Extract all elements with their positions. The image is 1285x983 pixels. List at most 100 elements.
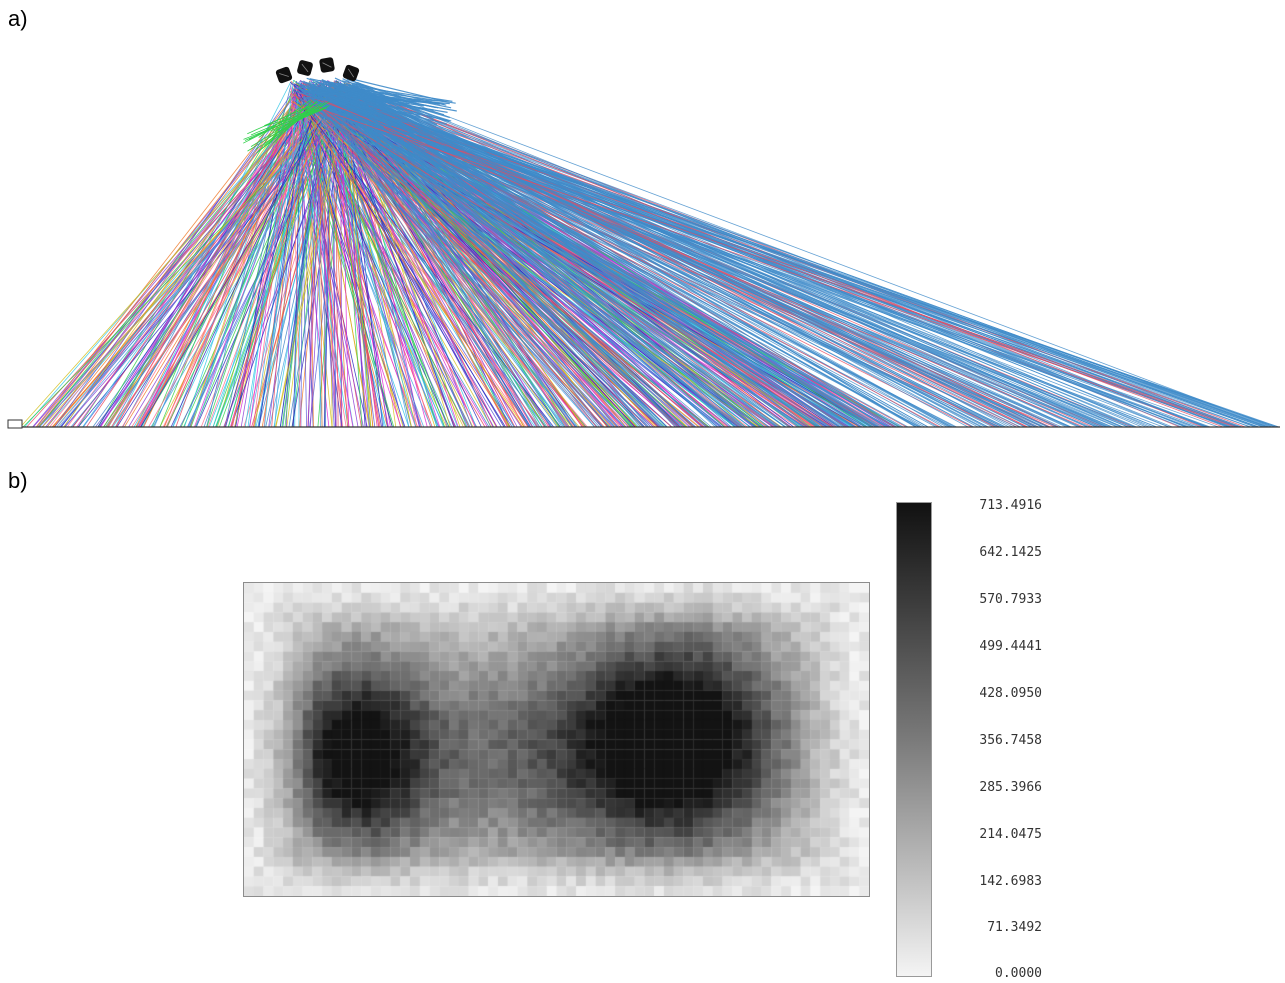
ray	[318, 95, 919, 428]
ray	[323, 94, 791, 428]
ray	[305, 105, 615, 428]
ray	[297, 82, 613, 428]
heatmap-canvas	[244, 583, 869, 896]
ray	[316, 88, 385, 128]
ray	[195, 97, 315, 428]
ray	[318, 81, 819, 428]
colorbar-tick-label: 285.3966	[979, 780, 1042, 795]
ray	[341, 86, 716, 428]
ray	[261, 106, 320, 428]
ray	[300, 93, 1238, 428]
ray	[206, 103, 315, 428]
ray	[324, 91, 1266, 428]
ray	[294, 103, 432, 428]
ray	[356, 90, 650, 428]
colorbar-tick-label: 642.1425	[979, 545, 1042, 560]
ray	[105, 104, 318, 428]
ray	[258, 107, 315, 152]
ray	[352, 83, 1186, 428]
ray	[99, 87, 332, 428]
ray	[347, 107, 625, 428]
ray	[312, 92, 565, 428]
ray	[121, 89, 324, 428]
ray	[243, 105, 330, 140]
ray	[282, 106, 324, 428]
ray	[294, 103, 349, 428]
ray	[355, 101, 1277, 428]
ray	[248, 105, 311, 140]
ray	[20, 100, 314, 428]
ray	[294, 96, 490, 428]
ray	[290, 95, 347, 428]
ray	[330, 92, 1193, 428]
ray	[304, 91, 420, 103]
ray	[341, 95, 1044, 428]
colorbar-tick-label: 356.7458	[979, 733, 1042, 748]
source-lamp-1	[275, 66, 293, 84]
ray	[337, 87, 878, 428]
ray	[348, 101, 786, 428]
ray	[359, 83, 1273, 428]
ray	[264, 98, 299, 428]
ray	[322, 99, 1084, 428]
colorbar-tick-label: 214.0475	[979, 827, 1042, 842]
ray	[276, 101, 330, 134]
ray	[300, 98, 654, 428]
ray	[22, 108, 340, 428]
ray	[329, 84, 376, 428]
ray	[349, 87, 979, 428]
ray	[140, 87, 341, 428]
ray	[324, 85, 389, 428]
ray	[97, 90, 319, 428]
ray	[308, 89, 889, 428]
ray	[331, 100, 663, 428]
ray	[137, 87, 317, 428]
ray	[332, 102, 336, 428]
ray	[82, 102, 313, 428]
ray	[258, 103, 307, 428]
ray	[301, 82, 941, 428]
ray	[170, 88, 328, 428]
ray	[64, 90, 346, 428]
ray	[305, 90, 662, 428]
ray	[77, 105, 344, 428]
ray	[302, 96, 805, 428]
ray	[339, 91, 548, 428]
ray	[315, 83, 636, 428]
colorbar-tick-label: 0.0000	[995, 966, 1042, 981]
ray	[342, 102, 1259, 428]
ray	[58, 99, 346, 428]
ray	[333, 92, 413, 130]
ray	[320, 98, 973, 428]
ray	[319, 98, 323, 428]
ray	[308, 102, 904, 428]
ray	[338, 97, 1147, 428]
colorbar	[896, 502, 932, 977]
ray	[311, 99, 577, 428]
ray	[309, 104, 605, 428]
ray	[305, 82, 424, 111]
ray	[295, 90, 408, 123]
source-lamp-2	[297, 60, 313, 76]
ray	[340, 107, 363, 428]
light-source-cluster	[275, 57, 360, 84]
colorbar-tick-label: 428.0950	[979, 686, 1042, 701]
ray	[307, 100, 319, 428]
ray	[327, 101, 439, 428]
ray	[305, 105, 872, 428]
ray	[304, 94, 844, 428]
ray	[131, 106, 343, 428]
ray	[306, 77, 404, 111]
ray	[308, 90, 469, 428]
ray	[305, 81, 742, 428]
irradiance-heatmap	[243, 582, 870, 897]
ray	[320, 102, 877, 428]
ray	[294, 93, 511, 428]
source-lamp-4	[342, 64, 360, 82]
ray	[312, 101, 948, 428]
ray	[339, 101, 573, 428]
ray	[303, 99, 576, 428]
ray	[316, 104, 681, 428]
ray	[321, 97, 1240, 428]
ray	[341, 80, 447, 106]
